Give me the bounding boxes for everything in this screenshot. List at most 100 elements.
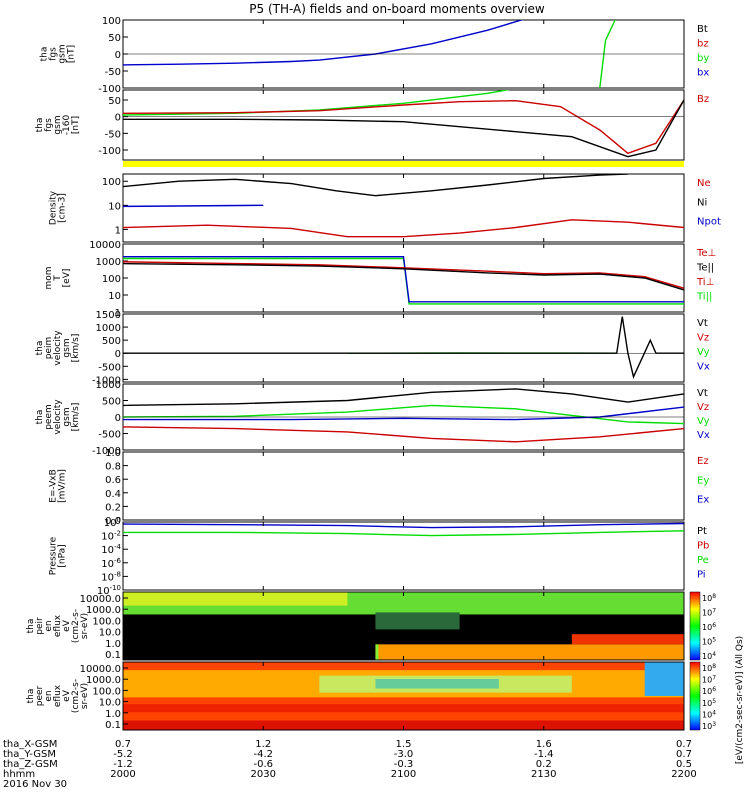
y-tick-label: 500 bbox=[102, 336, 121, 347]
y-tick-label: 1000.0 bbox=[86, 605, 121, 616]
series-group bbox=[123, 389, 684, 442]
y-tick-label: 0 bbox=[115, 50, 121, 61]
colorbar-electron bbox=[690, 662, 700, 730]
spectrogram-ion bbox=[123, 592, 684, 660]
legend-entry-Ti||: Ti|| bbox=[696, 292, 712, 303]
y-tick-label: 100 bbox=[104, 516, 121, 529]
colorbar-tick: 108 bbox=[702, 663, 716, 673]
colorbar-tick: 107 bbox=[702, 608, 716, 618]
y-tick-label: 1000 bbox=[96, 323, 121, 334]
legend-entry-Ne: Ne bbox=[697, 178, 711, 189]
colorbar: 108107106105104108107106105104103[eV/(cm… bbox=[690, 592, 745, 764]
y-tick-label: 10-6 bbox=[101, 557, 121, 570]
x-axis-value: 2000 bbox=[110, 769, 135, 780]
legend-entry-Ey: Ey bbox=[697, 475, 709, 486]
y-tick-label: 10.0 bbox=[99, 628, 121, 639]
y-tick-label: 1.0 bbox=[105, 639, 121, 650]
panel-frame bbox=[123, 452, 684, 520]
y-tick-label: 0.4 bbox=[105, 489, 121, 500]
spectrogram-edge bbox=[375, 644, 378, 660]
legend-entry-Pt: Pt bbox=[697, 526, 707, 537]
series-Vt bbox=[123, 317, 684, 377]
y-axis-label-line: [cm-3] bbox=[58, 193, 68, 223]
y-tick-label: 0 bbox=[115, 413, 121, 424]
y-tick-label: 50 bbox=[108, 96, 121, 107]
legend-entry-bz: bz bbox=[697, 39, 709, 50]
y-tick-label: 10 bbox=[108, 201, 121, 212]
y-tick-label: 10-4 bbox=[101, 543, 121, 556]
legend-entry-Te||: Te|| bbox=[696, 263, 714, 274]
legend-entry-Ex: Ex bbox=[697, 495, 709, 506]
series-Ne bbox=[123, 220, 684, 237]
y-tick-label: 100.0 bbox=[92, 616, 121, 627]
colorbar-tick: 106 bbox=[702, 622, 716, 632]
series-Pe bbox=[123, 531, 684, 536]
legend-entry-Ti⊥: Ti⊥ bbox=[696, 277, 714, 288]
series-black bbox=[123, 100, 684, 157]
y-tick-label: 10000.0 bbox=[80, 594, 121, 605]
legend-entry-Bt: Bt bbox=[697, 24, 708, 35]
y-tick-label: 10000.0 bbox=[80, 664, 121, 675]
series-group bbox=[123, 257, 684, 304]
series-Te⊥ bbox=[123, 262, 684, 288]
series-Vt bbox=[123, 389, 684, 406]
y-tick-label: 50 bbox=[108, 33, 121, 44]
spectrogram-band-low bbox=[123, 704, 684, 712]
y-axis-label-line: [km/s] bbox=[71, 403, 81, 432]
colorbar-tick: 107 bbox=[702, 675, 716, 685]
series-Vz bbox=[123, 427, 684, 442]
panel-frame bbox=[123, 174, 684, 242]
legend-entry-by: by bbox=[697, 53, 709, 64]
colorbar-tick: 104 bbox=[702, 709, 716, 719]
legend-entry-Npot: Npot bbox=[697, 217, 721, 228]
legend-entry-Ez: Ez bbox=[697, 456, 709, 467]
legend-entry-Bz: Bz bbox=[697, 94, 709, 105]
legend-entry-Te⊥: Te⊥ bbox=[696, 248, 716, 259]
y-tick-label: 0 bbox=[115, 113, 121, 124]
x-axis-value: 2130 bbox=[531, 769, 556, 780]
y-tick-label: 500 bbox=[102, 397, 121, 408]
y-tick-label: 100 bbox=[102, 274, 121, 285]
y-tick-label: -100 bbox=[98, 146, 121, 157]
y-tick-label: 1.0 bbox=[105, 448, 121, 459]
y-tick-label: -50 bbox=[105, 67, 121, 78]
y-axis-label-line: [km/s] bbox=[71, 334, 81, 363]
y-tick-label: 1000.0 bbox=[86, 675, 121, 686]
colorbar-tick: 106 bbox=[702, 686, 716, 696]
y-tick-label: 1 bbox=[115, 225, 121, 236]
y-tick-label: 0.6 bbox=[105, 475, 121, 486]
x-axis-value: 2030 bbox=[251, 769, 276, 780]
figure-title: P5 (TH-A) fields and on-board moments ov… bbox=[249, 2, 545, 16]
series-group bbox=[123, 174, 684, 237]
spectrogram-band-top bbox=[123, 592, 347, 606]
y-tick-label: 100 bbox=[102, 177, 121, 188]
legend-entry-Vz: Vz bbox=[697, 402, 709, 413]
spectrogram-band-center bbox=[375, 679, 498, 689]
x-axis-value: 2200 bbox=[671, 769, 696, 780]
legend-entry-bx: bx bbox=[697, 68, 709, 79]
spectrogram-band-edge bbox=[645, 662, 684, 696]
y-axis-label-line: sr-eV) bbox=[80, 613, 90, 639]
y-axis-label-line: [nPa] bbox=[58, 544, 68, 567]
y-tick-label: 1.0 bbox=[105, 709, 121, 720]
colorbar-ion bbox=[690, 592, 700, 660]
y-tick-label: 10.0 bbox=[99, 698, 121, 709]
y-tick-label: 10-8 bbox=[101, 570, 121, 583]
y-tick-label: -100 bbox=[98, 84, 121, 95]
date-label: 2016 Nov 30 bbox=[3, 779, 67, 790]
legend-entry-Vy: Vy bbox=[697, 416, 710, 427]
colorbar-tick: 103 bbox=[702, 721, 716, 731]
y-axis-label-line: [mV/m] bbox=[58, 469, 68, 503]
y-tick-label: 1500 bbox=[96, 310, 121, 321]
series-group bbox=[123, 83, 684, 156]
y-tick-label: 100 bbox=[102, 16, 121, 27]
legend-entry-Pe: Pe bbox=[697, 555, 709, 566]
series-group bbox=[123, 317, 684, 377]
series-group bbox=[123, 6, 684, 88]
legend-entry-Pi: Pi bbox=[697, 570, 706, 581]
y-axis-label-line: [nT] bbox=[67, 45, 77, 63]
